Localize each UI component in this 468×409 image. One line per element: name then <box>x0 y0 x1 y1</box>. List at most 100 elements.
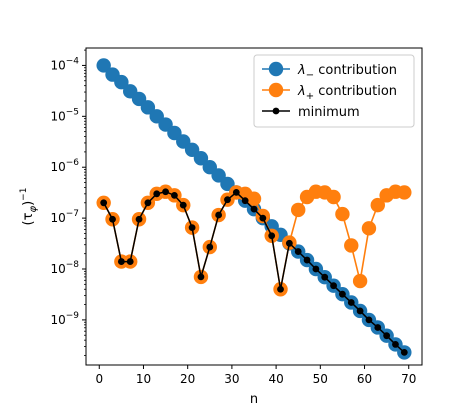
data-point <box>109 215 116 223</box>
data-point <box>259 214 267 222</box>
data-point <box>250 205 258 213</box>
x-tick-label: 40 <box>268 372 283 386</box>
legend-symbol: λ <box>297 84 306 99</box>
data-point <box>114 74 129 90</box>
data-point <box>144 199 152 207</box>
data-point <box>224 196 231 204</box>
y-tick-base: 10 <box>50 58 65 72</box>
y-tick-label: 10−6 <box>50 158 79 174</box>
data-point <box>96 58 111 73</box>
y-tick-exponent: −8 <box>66 260 80 270</box>
data-point <box>397 185 412 200</box>
legend-text: minimum <box>298 105 360 120</box>
y-tick-label: 10−4 <box>50 56 79 72</box>
data-point <box>303 256 311 264</box>
data-point <box>321 273 329 281</box>
data-point <box>352 273 368 289</box>
y-tick-exponent: −5 <box>66 107 79 117</box>
x-tick-label: 60 <box>357 372 372 386</box>
data-point <box>193 151 209 166</box>
legend-subscript: + <box>306 91 314 102</box>
data-point <box>206 243 214 251</box>
y-tick-exponent: −9 <box>66 311 80 321</box>
series-2 <box>100 188 408 356</box>
data-point <box>312 265 320 273</box>
x-tick-label: 10 <box>136 372 151 386</box>
y-tick-label: 10−8 <box>50 260 79 276</box>
data-point <box>365 316 373 324</box>
data-point <box>135 215 143 223</box>
data-point <box>330 282 337 290</box>
data-point <box>140 100 156 115</box>
y-label-close: ) <box>21 201 36 206</box>
data-point <box>197 273 205 281</box>
y-tick-exponent: −6 <box>66 158 80 168</box>
legend-subscript: − <box>306 70 314 81</box>
legend-text: contribution <box>314 63 397 78</box>
data-point <box>335 206 350 222</box>
y-tick-base: 10 <box>50 262 65 276</box>
legend-marker <box>268 82 284 98</box>
data-point <box>294 248 302 255</box>
y-axis-label: (τφ)−1 <box>19 188 39 226</box>
data-point <box>339 290 346 298</box>
data-point <box>344 238 359 253</box>
data-point <box>392 341 399 348</box>
axes-frame <box>85 47 423 366</box>
data-point <box>215 211 223 219</box>
data-point <box>361 221 377 236</box>
y-axis-label-text: (τφ)−1 <box>19 188 39 226</box>
legend-text: contribution <box>314 84 397 99</box>
data-point <box>100 199 108 207</box>
legend-label: minimum <box>298 105 360 120</box>
y-tick-base: 10 <box>50 313 65 327</box>
data-point <box>246 191 262 206</box>
y-tick-base: 10 <box>50 109 65 123</box>
y-tick-exponent: −7 <box>66 209 79 219</box>
data-point <box>326 189 341 205</box>
y-tick-base: 10 <box>50 211 65 225</box>
data-point <box>241 197 249 205</box>
data-point <box>232 189 240 196</box>
data-point <box>117 258 125 265</box>
legend-label: λ+ contribution <box>297 84 397 102</box>
data-point <box>126 258 134 265</box>
y-tick-base: 10 <box>50 160 65 174</box>
y-label-base: (τ <box>21 212 36 225</box>
data-point <box>153 190 161 198</box>
legend-box <box>253 54 415 128</box>
x-tick-label: 70 <box>401 372 416 386</box>
data-point <box>171 191 178 199</box>
data-point <box>383 332 391 340</box>
data-point <box>179 201 187 209</box>
y-label-sub: φ <box>28 206 39 213</box>
data-point <box>374 324 382 331</box>
x-tick-label: 50 <box>313 372 328 386</box>
legend-marker <box>268 61 284 77</box>
x-tick-label: 0 <box>95 372 103 386</box>
y-tick-label: 10−9 <box>50 311 79 327</box>
data-point <box>356 307 364 315</box>
y-tick-exponent: −4 <box>66 56 80 66</box>
data-point <box>188 224 196 232</box>
plot-series <box>96 58 412 360</box>
data-point <box>291 202 306 218</box>
x-axis-label: n <box>250 392 258 407</box>
data-point <box>347 299 355 306</box>
series-1 <box>96 184 412 297</box>
data-point <box>277 285 284 293</box>
legend-symbol: λ <box>297 63 306 78</box>
x-tick-label: 30 <box>224 372 239 386</box>
y-tick-label: 10−5 <box>50 107 79 123</box>
x-tick-label: 20 <box>180 372 195 386</box>
data-point <box>162 188 169 196</box>
data-point <box>370 197 385 213</box>
data-point <box>268 232 276 240</box>
data-point <box>400 348 408 356</box>
y-label-sup: −1 <box>19 188 29 201</box>
legend-marker <box>272 107 280 115</box>
y-tick-label: 10−7 <box>50 209 79 225</box>
